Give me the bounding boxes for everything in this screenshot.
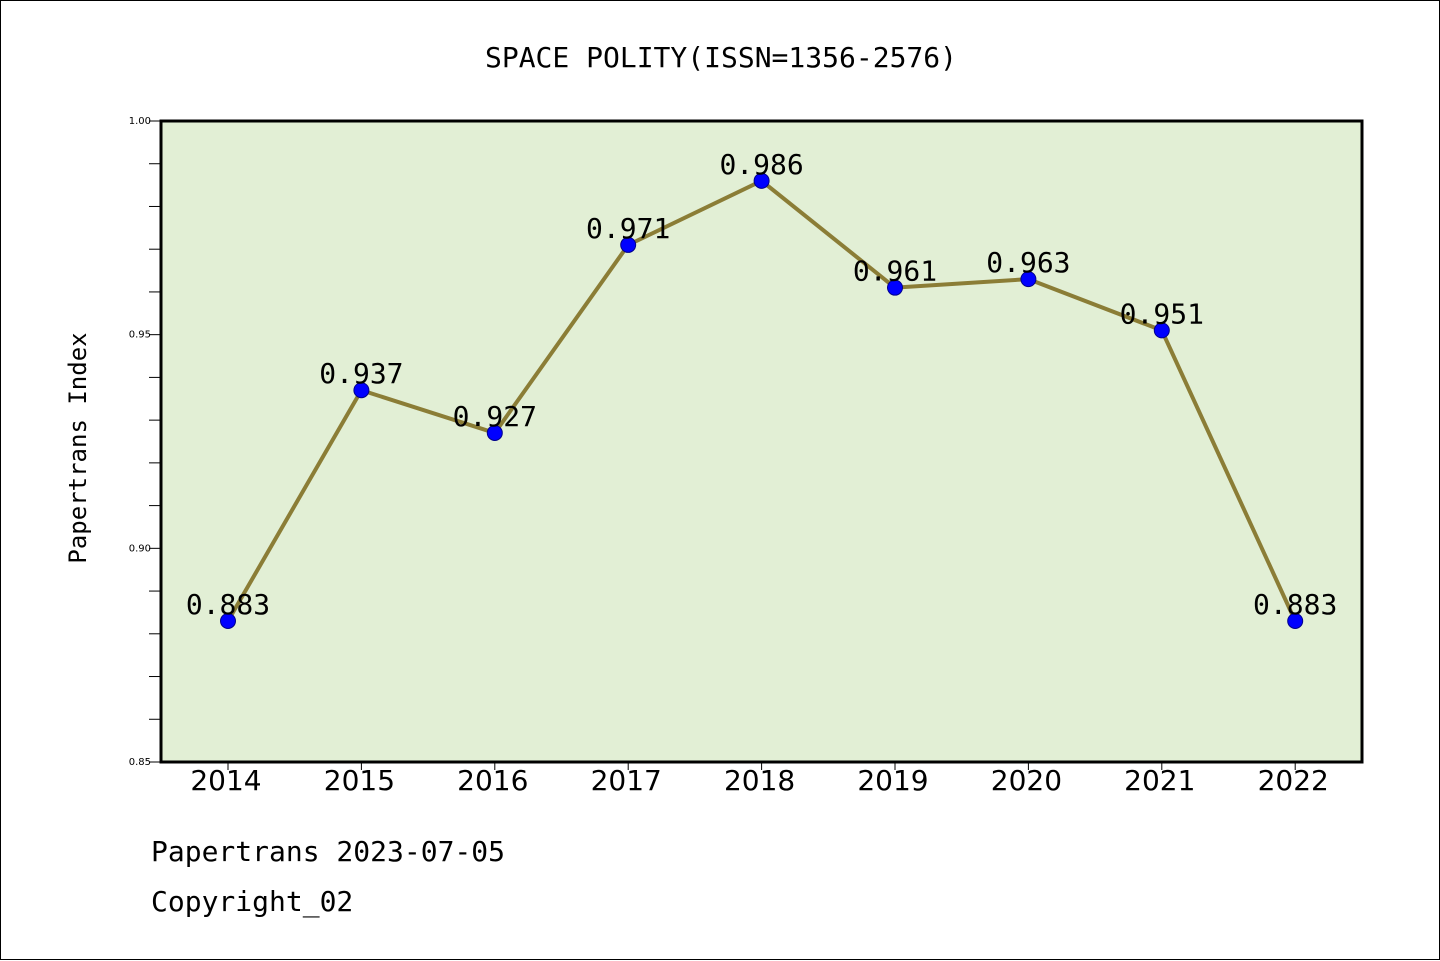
data-point bbox=[353, 382, 370, 399]
x-tick-label: 2021 bbox=[1124, 764, 1195, 797]
x-axis-ticks: 2014 2015 2016 2017 2018 2019 2020 2021 2022 bbox=[190, 762, 1329, 797]
x-tick-label: 2018 bbox=[724, 764, 795, 797]
data-point bbox=[1153, 322, 1170, 339]
data-label: 0.927 bbox=[453, 400, 537, 433]
x-tick-label: 2016 bbox=[457, 764, 528, 797]
data-label: 0.937 bbox=[319, 357, 403, 390]
x-tick-label: 2022 bbox=[1258, 764, 1329, 797]
data-point bbox=[620, 236, 637, 253]
x-tick-label: 2020 bbox=[991, 764, 1062, 797]
data-label: 0.961 bbox=[853, 255, 937, 288]
data-label: 0.883 bbox=[186, 588, 270, 621]
x-tick-label: 2017 bbox=[591, 764, 662, 797]
y-tick-label: 1.00 bbox=[129, 116, 151, 127]
data-point bbox=[887, 279, 903, 296]
data-point bbox=[1287, 612, 1304, 629]
data-label: 0.986 bbox=[719, 148, 803, 181]
x-tick-label: 2014 bbox=[190, 764, 261, 797]
data-label: 0.971 bbox=[586, 212, 670, 245]
data-label: 0.963 bbox=[986, 246, 1070, 279]
footer-copyright: Copyright_02 bbox=[151, 885, 354, 918]
data-point bbox=[486, 424, 503, 441]
data-label: 0.951 bbox=[1120, 297, 1204, 330]
plot-area bbox=[159, 119, 1364, 764]
data-point bbox=[753, 172, 770, 189]
y-tick-label: 0.85 bbox=[129, 757, 151, 768]
y-tick-label: 0.95 bbox=[129, 330, 151, 341]
y-tick-label: 0.90 bbox=[129, 543, 151, 554]
y-axis-ticks: 0.85 0.90 0.95 1.00 bbox=[129, 116, 161, 768]
data-markers bbox=[220, 172, 1304, 629]
y-axis-label: Papertrans Index bbox=[64, 332, 92, 563]
chart-title: SPACE POLITY(ISSN=1356-2576) bbox=[485, 41, 957, 74]
x-tick-label: 2019 bbox=[857, 764, 928, 797]
footer-date: Papertrans 2023-07-05 bbox=[151, 835, 506, 868]
data-point bbox=[220, 612, 236, 629]
x-tick-label: 2015 bbox=[324, 764, 395, 797]
data-label: 0.883 bbox=[1253, 588, 1337, 621]
data-point bbox=[1020, 271, 1037, 288]
data-labels: 0.883 0.937 0.927 0.971 0.986 0.961 0.963 0.951… bbox=[186, 148, 1337, 621]
